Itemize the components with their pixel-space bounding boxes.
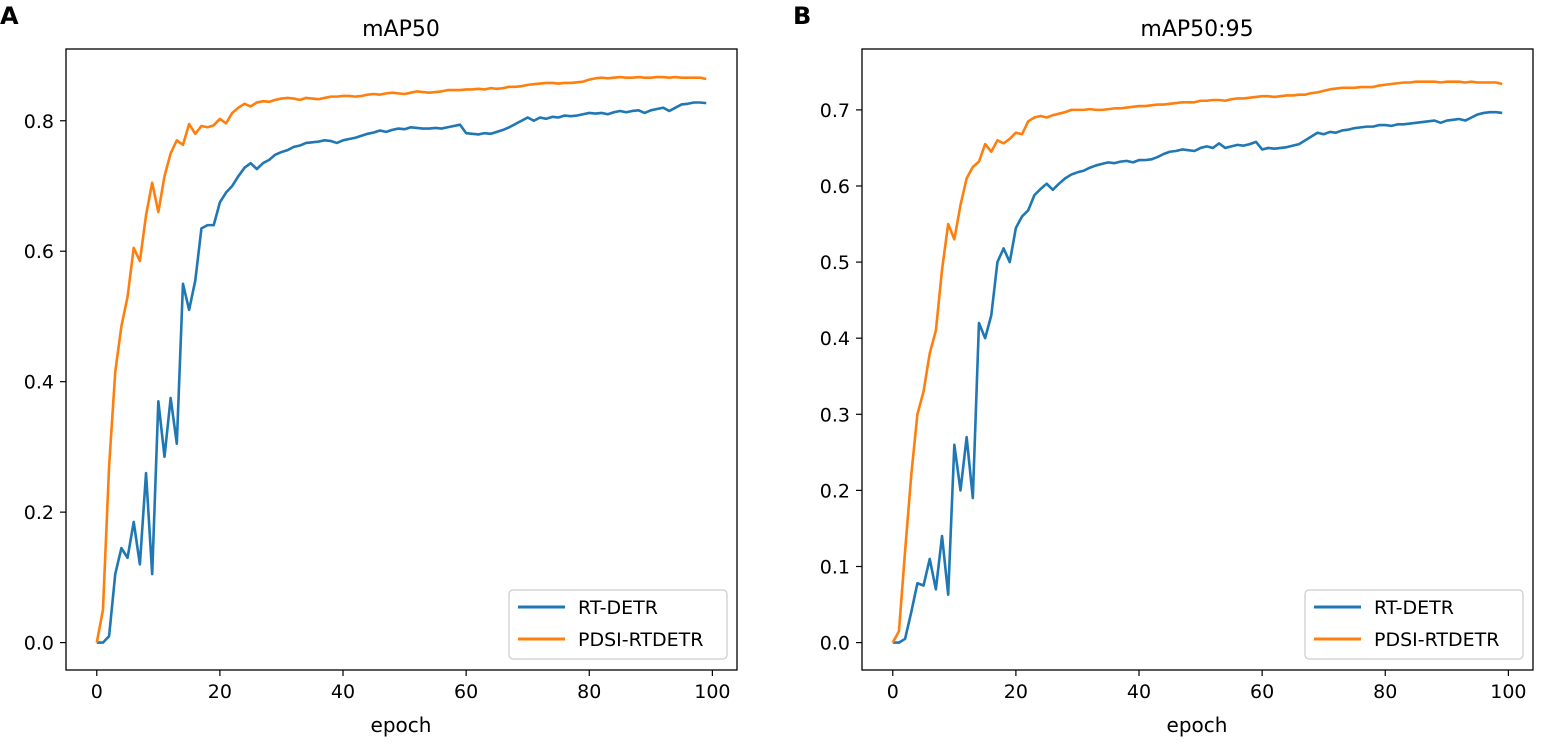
legend-label-pdsi-rtdetr: PDSI-RTDETR: [578, 629, 703, 651]
legend-b: RT-DETR PDSI-RTDETR: [1304, 589, 1524, 660]
y-tick-label: 0.2: [820, 480, 850, 502]
x-tick-label: 0: [887, 681, 899, 703]
x-tick-label: 100: [694, 681, 730, 703]
y-tick-label: 0.7: [820, 100, 850, 122]
y-tick-label: 0.2: [24, 502, 54, 524]
legend-label-rt-detr: RT-DETR: [1374, 597, 1454, 619]
chart-title-b: mAP50:95: [1140, 17, 1253, 42]
plot-area-a: 0 20 40 60 80 100 0.0 0.2 0.4 0.6 0.8: [24, 48, 738, 703]
x-tick-label: 80: [1373, 681, 1397, 703]
y-tick-label: 0.0: [24, 633, 54, 655]
legend-label-rt-detr: RT-DETR: [578, 597, 658, 619]
chart-title-a: mAP50: [362, 17, 440, 42]
chart-panel-b: B mAP50:95 0 20 40 60 80 100 0.0 0.1 0.2 0.3 0.4 0.…: [793, 2, 1534, 737]
x-tick-label: 40: [331, 681, 355, 703]
panel-label-b: B: [793, 2, 811, 30]
y-tick-label: 0.4: [820, 328, 850, 350]
chart-panel-a: A mAP50 0 20 40 60 80 100 0.0 0.2 0.4 0.6 0.8 epoc…: [0, 2, 738, 737]
legend-label-pdsi-rtdetr: PDSI-RTDETR: [1374, 629, 1499, 651]
x-tick-label: 20: [208, 681, 232, 703]
x-axis-label-a: epoch: [371, 713, 432, 737]
y-tick-label: 0.0: [820, 633, 850, 655]
y-tick-label: 0.1: [820, 557, 850, 579]
y-tick-label: 0.6: [24, 241, 54, 263]
series-line-rt-detr: [892, 110, 1503, 644]
y-tick-label: 0.4: [24, 372, 54, 394]
series-line-rt-detr: [96, 101, 707, 644]
x-tick-label: 60: [1250, 681, 1274, 703]
legend-a: RT-DETR PDSI-RTDETR: [508, 589, 728, 660]
y-tick-label: 0.3: [820, 404, 850, 426]
y-tick-label: 0.5: [820, 252, 850, 274]
axes-frame: [65, 48, 738, 671]
y-tick-label: 0.8: [24, 111, 54, 133]
x-tick-label: 0: [91, 681, 103, 703]
axes-frame: [861, 48, 1534, 671]
series-line-pdsi-rtdetr: [891, 80, 1503, 644]
x-tick-label: 60: [454, 681, 478, 703]
panel-label-a: A: [0, 2, 19, 30]
x-tick-label: 40: [1127, 681, 1151, 703]
y-tick-label: 0.6: [820, 176, 850, 198]
plot-area-b: 0 20 40 60 80 100 0.0 0.1 0.2 0.3 0.4 0.5 0.6 0.7: [820, 48, 1534, 703]
x-tick-label: 20: [1004, 681, 1028, 703]
series-line-pdsi-rtdetr: [95, 75, 707, 643]
x-tick-label: 100: [1490, 681, 1526, 703]
x-axis-label-b: epoch: [1167, 713, 1228, 737]
x-tick-label: 80: [577, 681, 601, 703]
